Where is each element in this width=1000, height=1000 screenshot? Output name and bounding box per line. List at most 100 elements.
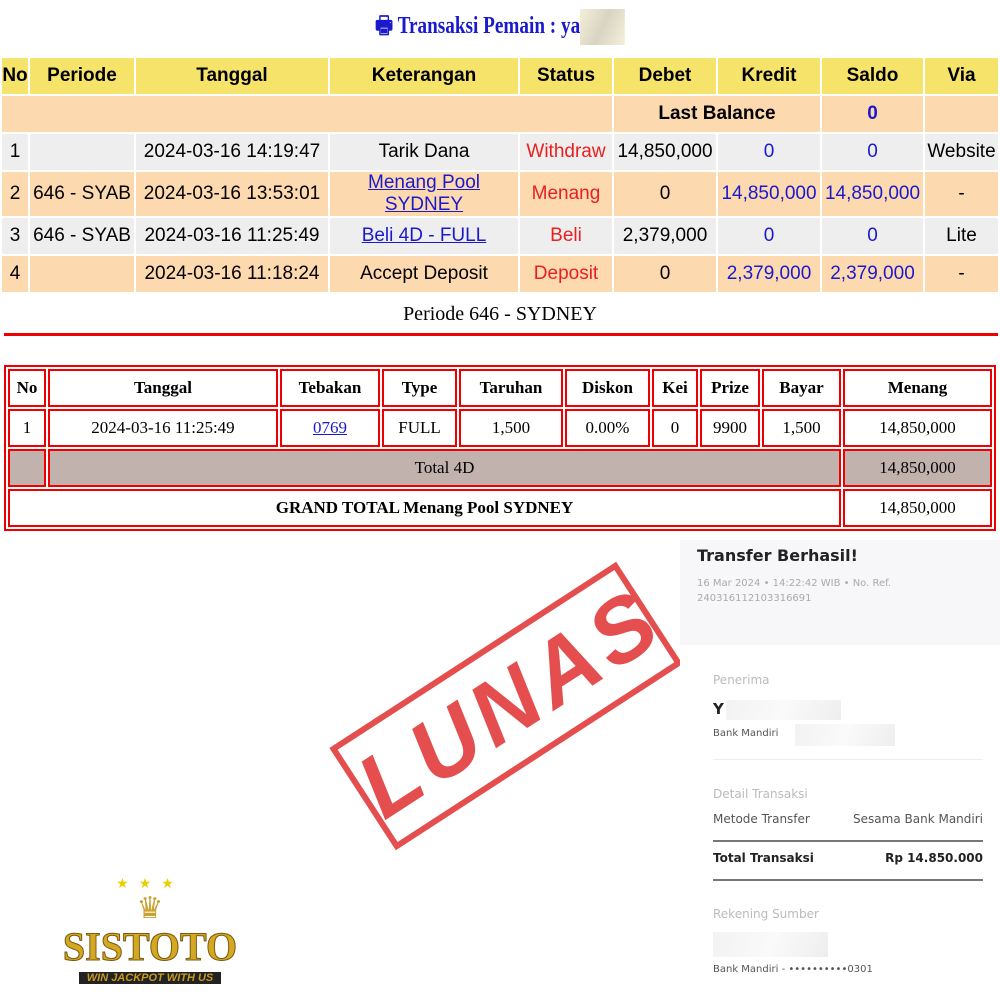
col-keterangan: Keterangan [330,58,518,94]
col-no: No [2,58,28,94]
last-balance-value: 0 [822,96,923,132]
cell-type: FULL [382,409,457,447]
col-prize: Prize [700,369,760,407]
cell-kei: 0 [652,409,698,447]
cell-debet: 14,850,000 [614,134,716,170]
cell-keterangan: Tarik Dana [330,134,518,170]
metode-value: Sesama Bank Mandiri [853,812,983,826]
cell-saldo: 2,379,000 [822,256,923,292]
bet-header: No Tanggal Tebakan Type Taruhan Diskon Kei Priz… [8,369,992,407]
printer-icon: 🖶 [375,13,394,39]
table-row: 4 2024-03-16 11:18:24 Accept Deposit Deposi… [2,256,998,292]
total-label: Total Transaksi [713,851,814,865]
total-label: Total 4D [48,449,841,487]
redacted-source [713,932,828,957]
col-menang: Menang [843,369,992,407]
stars-icon: ★★★ [116,875,184,891]
cell-menang: 14,850,000 [843,409,992,447]
col-tebakan: Tebakan [280,369,380,407]
penerima-name: Y [713,700,724,718]
total-value: Rp 14.850.000 [885,851,983,865]
col-status: Status [520,58,612,94]
metode-label: Metode Transfer [713,812,810,826]
ledger-header: No Periode Tanggal Keterangan Status Debet Kre… [2,58,998,94]
penerima-label: Penerima [713,673,770,687]
col-periode: Periode [30,58,134,94]
col-saldo: Saldo [822,58,923,94]
last-balance-label: Last Balance [614,96,820,132]
receipt-title: Transfer Berhasil! [697,546,858,565]
crown-icon: ♛ [136,892,164,925]
receipt-meta: 16 Mar 2024 • 14:22:42 WIB • No. Ref. 24… [697,578,892,604]
cell-status: Menang [520,172,612,216]
cell-kredit: 2,379,000 [718,256,820,292]
page-title: 🖶 Transaksi Pemain : ya [100,8,900,49]
cell-debet: 2,379,000 [614,218,716,254]
col-taruhan: Taruhan [459,369,563,407]
penerima-bank: Bank Mandiri [713,728,779,739]
table-row: 1 2024-03-16 14:19:47 Tarik Dana Withdraw 14… [2,134,998,170]
beli-4d-link[interactable]: Beli 4D - FULL [361,225,487,246]
sistoto-logo: ★★★ ♛ SISTOTO WIN JACKPOT WITH US [20,875,280,995]
total-value: 14,850,000 [843,449,992,487]
grand-total-label: GRAND TOTAL Menang Pool SYDNEY [8,489,841,527]
cell-saldo: 0 [822,134,923,170]
cell-tanggal: 2024-03-16 11:18:24 [136,256,328,292]
cell-kredit: 0 [718,218,820,254]
transfer-receipt: Transfer Berhasil! 16 Mar 2024 • 14:22:4… [680,540,1000,1000]
bet-table: No Tanggal Tebakan Type Taruhan Diskon Kei Priz… [4,365,996,531]
last-balance-row: Last Balance 0 [2,96,998,132]
col-kredit: Kredit [718,58,820,94]
ledger-table: No Periode Tanggal Keterangan Status Debet Kre… [0,56,1000,294]
grand-total-value: 14,850,000 [843,489,992,527]
redacted-name [580,9,625,46]
cell-periode: 646 - SYAB [30,218,134,254]
cell-no: 4 [2,256,28,292]
table-row: 1 2024-03-16 11:25:49 0769 FULL 1,500 0.00% 0 9… [8,409,992,447]
col-debet: Debet [614,58,716,94]
col-tanggal: Tanggal [48,369,278,407]
menang-pool-link[interactable]: Menang Pool SYDNEY [368,172,480,215]
cell-no: 2 [2,172,28,216]
cell-periode: 646 - SYAB [30,172,134,216]
redacted-name [726,700,841,720]
cell-bayar: 1,500 [762,409,841,447]
col-kei: Kei [652,369,698,407]
cell-via: - [925,256,998,292]
cell-saldo: 0 [822,218,923,254]
cell-kredit: 0 [718,134,820,170]
table-row: 2 646 - SYAB 2024-03-16 13:53:01 Menang Poo… [2,172,998,216]
cell-periode [30,256,134,292]
cell-debet: 0 [614,256,716,292]
cell-tanggal: 2024-03-16 11:25:49 [48,409,278,447]
sumber-account: Bank Mandiri - ••••••••••0301 [713,964,873,975]
col-type: Type [382,369,457,407]
cell-periode [30,134,134,170]
detail-label: Detail Transaksi [713,787,808,801]
cell-debet: 0 [614,172,716,216]
cell-taruhan: 1,500 [459,409,563,447]
grand-total-row: GRAND TOTAL Menang Pool SYDNEY 14,850,000 [8,489,992,527]
cell-via: - [925,172,998,216]
cell-no: 1 [8,409,46,447]
cell-tanggal: 2024-03-16 11:25:49 [136,218,328,254]
tebakan-link[interactable]: 0769 [313,418,347,437]
col-diskon: Diskon [565,369,650,407]
cell-saldo: 14,850,000 [822,172,923,216]
cell-diskon: 0.00% [565,409,650,447]
periode-heading: Periode 646 - SYDNEY [403,303,597,325]
cell-no: 1 [2,134,28,170]
cell-status: Deposit [520,256,612,292]
redacted-account [795,724,895,746]
cell-keterangan: Accept Deposit [330,256,518,292]
cell-prize: 9900 [700,409,760,447]
col-tanggal: Tanggal [136,58,328,94]
col-no: No [8,369,46,407]
cell-kredit: 14,850,000 [718,172,820,216]
col-via: Via [925,58,998,94]
cell-status: Withdraw [520,134,612,170]
cell-status: Beli [520,218,612,254]
col-bayar: Bayar [762,369,841,407]
cell-via: Website [925,134,998,170]
sumber-label: Rekening Sumber [713,907,819,921]
